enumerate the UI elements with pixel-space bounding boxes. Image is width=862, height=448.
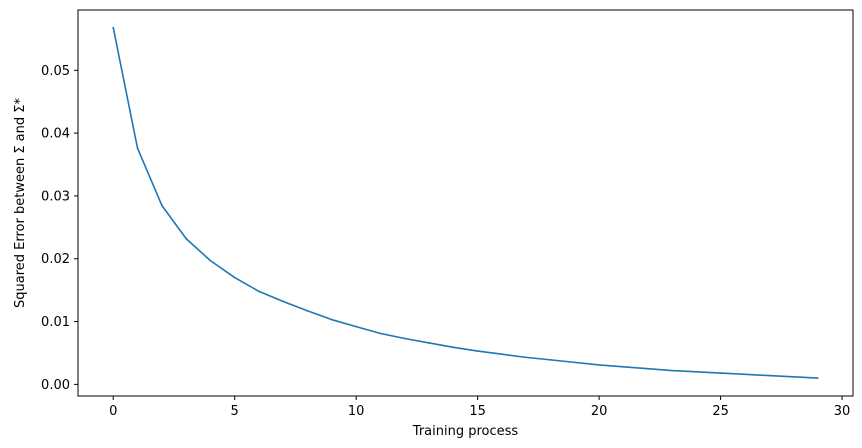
y-tick-label: 0.03 — [41, 189, 70, 204]
data-point — [816, 377, 819, 379]
data-point — [501, 353, 503, 356]
data-point — [452, 346, 455, 349]
data-point — [379, 332, 382, 335]
y-tick-label: 0.00 — [41, 378, 70, 393]
data-point — [258, 290, 260, 293]
x-tick-label: 15 — [469, 404, 486, 419]
data-point — [719, 372, 722, 374]
data-point — [622, 365, 625, 368]
x-tick-label: 5 — [231, 404, 239, 419]
data-point — [185, 237, 187, 240]
data-point — [355, 325, 357, 328]
y-axis-label: Squared Error between Σ and Σ* — [13, 98, 28, 308]
data-point — [646, 367, 649, 370]
data-point — [282, 300, 285, 303]
data-point — [598, 364, 600, 366]
data-point — [306, 310, 309, 312]
x-tick-label: 0 — [109, 404, 117, 419]
data-point — [525, 356, 528, 359]
x-axis: 0 5 10 15 20 25 30 — [109, 396, 850, 419]
data-point — [792, 376, 795, 378]
data-point — [476, 350, 479, 352]
series-line — [112, 27, 818, 379]
data-point — [574, 361, 576, 364]
data-point — [549, 359, 552, 361]
data-point — [136, 147, 139, 149]
data-point — [768, 374, 770, 377]
data-point — [209, 259, 212, 262]
x-tick-label: 25 — [712, 404, 729, 419]
data-point — [671, 369, 673, 372]
y-tick-label: 0.04 — [41, 127, 70, 142]
data-point — [403, 337, 406, 340]
x-tick-label: 10 — [348, 404, 365, 419]
axes-frame — [77, 9, 854, 397]
data-point — [428, 342, 430, 344]
y-tick-label: 0.05 — [41, 64, 70, 79]
x-axis-label: Training process — [412, 424, 519, 439]
data-point — [331, 318, 333, 321]
data-point — [744, 373, 746, 376]
plot-area — [112, 26, 819, 379]
data-point — [161, 204, 163, 207]
data-point — [233, 276, 236, 279]
y-tick-label: 0.01 — [41, 315, 70, 330]
data-point — [112, 26, 115, 29]
y-axis: 0.00 0.01 0.02 0.03 0.04 0.05 — [41, 64, 78, 393]
data-point — [695, 371, 698, 373]
y-tick-label: 0.02 — [41, 252, 70, 267]
x-tick-label: 30 — [834, 404, 851, 419]
x-tick-label: 20 — [591, 404, 608, 419]
